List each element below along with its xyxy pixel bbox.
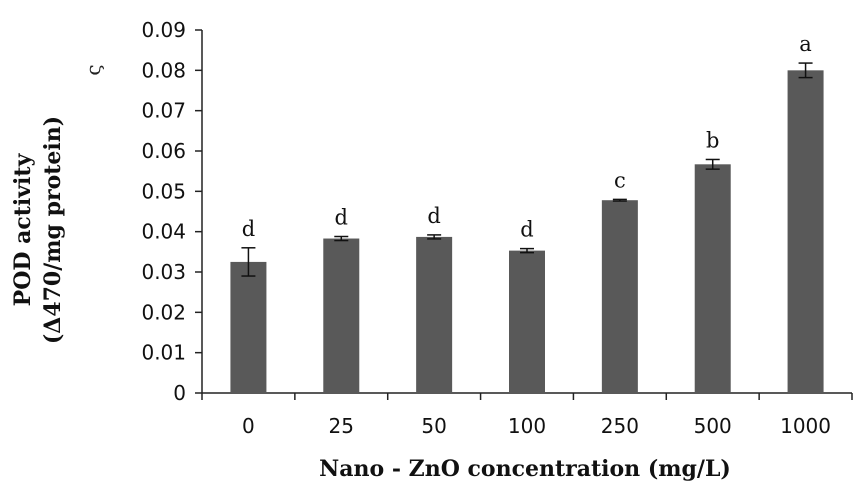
x-tick-label: 25 [329, 414, 354, 438]
x-tick-label: 50 [421, 414, 446, 438]
significance-label: d [335, 206, 348, 230]
y-axis-title-line-2: (Δ470/mg protein) [40, 116, 66, 344]
bar [787, 70, 824, 393]
y-tick-label: 0.01 [141, 341, 186, 365]
y-tick-label: 0.02 [141, 300, 186, 324]
x-tick-label: 1000 [780, 414, 831, 438]
x-axis-title: Nano - ZnO concentration (mg/L) [319, 456, 731, 482]
y-axis: 0 0.01 0.02 0.03 0.04 0.05 0.06 0.07 0.08 0.09 [141, 18, 203, 405]
bar [416, 236, 453, 393]
bar [509, 250, 545, 393]
significance-label: d [427, 204, 440, 228]
bars: d d d d c b a [230, 32, 824, 393]
significance-label: d [242, 217, 255, 241]
y-tick-label: 0 [173, 381, 186, 405]
y-tick-label: 0.05 [141, 179, 186, 203]
significance-label: c [614, 168, 626, 192]
bar [323, 238, 360, 393]
y-tick-label: 0.08 [141, 58, 186, 82]
y-tick-label: 0.06 [141, 139, 186, 163]
significance-label: a [799, 32, 812, 56]
significance-label: d [520, 218, 533, 242]
y-tick-label: 0.04 [141, 220, 186, 244]
y-tick-label: 0.07 [141, 99, 186, 123]
bar [230, 261, 267, 393]
stray-mark: ς [81, 64, 105, 75]
x-tick-label: 250 [601, 414, 639, 438]
x-tick-label: 100 [508, 414, 546, 438]
significance-label: b [706, 128, 719, 152]
x-tick-label: 500 [694, 414, 732, 438]
bar [601, 200, 638, 393]
x-tick-label: 0 [242, 414, 255, 438]
x-axis: 0 25 50 100 250 500 1000 [201, 392, 853, 438]
y-axis-title-line-1: POD activity [10, 152, 36, 306]
y-tick-label: 0.09 [141, 18, 186, 42]
y-tick-label: 0.03 [141, 260, 186, 284]
bar [694, 164, 731, 393]
